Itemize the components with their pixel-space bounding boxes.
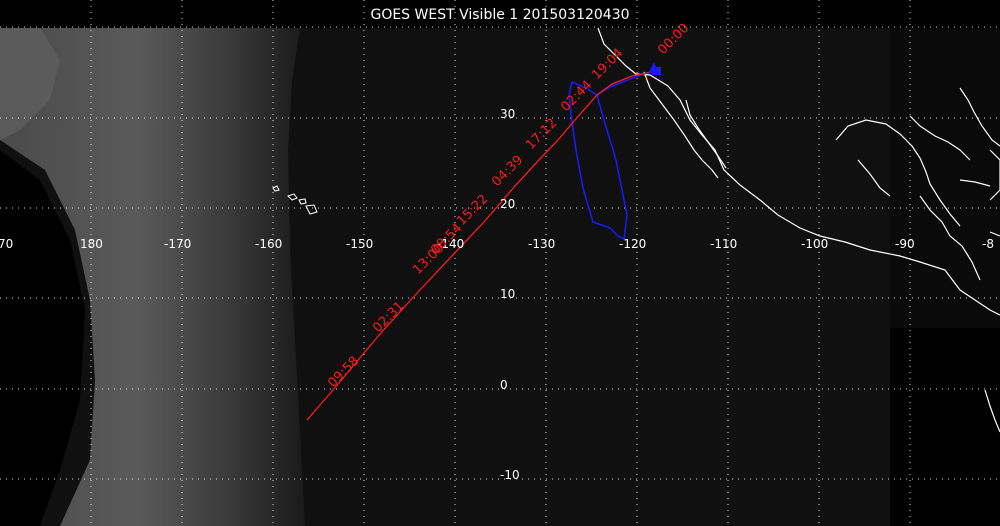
observed-track-loop xyxy=(568,80,628,241)
lon-label: -170 xyxy=(164,237,191,251)
lon-label: -160 xyxy=(255,237,282,251)
lon-label: 180 xyxy=(80,237,103,251)
lon-label: -90 xyxy=(895,237,915,251)
lat-label: -10 xyxy=(500,468,520,482)
lon-label: -8 xyxy=(982,237,994,251)
lon-label: -130 xyxy=(528,237,555,251)
lat-label: 0 xyxy=(500,378,508,392)
lon-label: -110 xyxy=(710,237,737,251)
forecast-track xyxy=(306,71,653,421)
cloud-region xyxy=(0,28,305,526)
space-limb xyxy=(0,150,85,526)
latitude-labels: 30 20 10 0 -10 xyxy=(500,107,520,482)
longitude-labels: 70 180 -170 -160 -150 -140 -130 -120 -11… xyxy=(0,237,994,251)
lat-label: 30 xyxy=(500,107,515,121)
lon-label: -120 xyxy=(619,237,646,251)
hawaii-islands xyxy=(272,185,318,215)
lat-label: 20 xyxy=(500,197,515,211)
lat-label: 10 xyxy=(500,287,515,301)
cloud-region-north xyxy=(0,28,60,140)
launch-site-icon xyxy=(648,62,661,75)
lon-label: -100 xyxy=(801,237,828,251)
lon-label: -140 xyxy=(437,237,464,251)
lon-label: 70 xyxy=(0,237,13,251)
image-title: GOES WEST Visible 1 201503120430 xyxy=(370,7,629,23)
lon-label: -150 xyxy=(346,237,373,251)
